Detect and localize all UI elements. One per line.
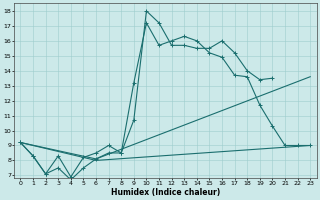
X-axis label: Humidex (Indice chaleur): Humidex (Indice chaleur) xyxy=(111,188,220,197)
